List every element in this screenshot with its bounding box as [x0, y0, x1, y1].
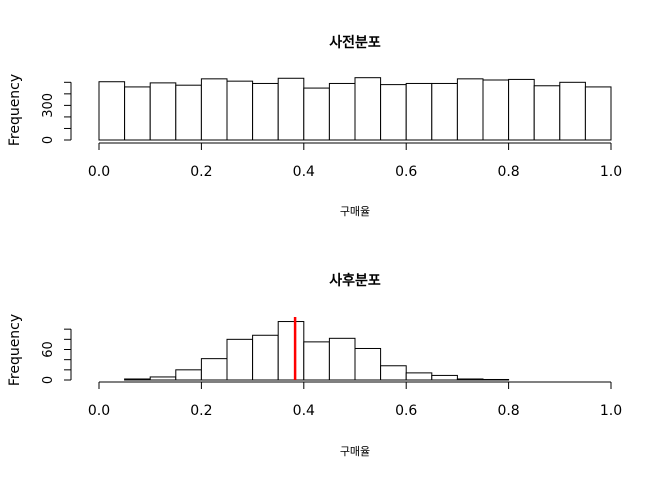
histogram-bar [200, 358, 228, 381]
x-tick-label: 0.6 [395, 403, 417, 419]
x-tick-label: 0.8 [497, 164, 519, 180]
x-tick-label: 0.2 [190, 403, 212, 419]
y-tick-label: 60 [41, 341, 56, 358]
histogram-bar [226, 80, 254, 141]
x-tick-label: 0.2 [190, 164, 212, 180]
histogram-bar [431, 374, 458, 381]
histogram-bar [380, 84, 407, 141]
y-tick-label: 0 [41, 376, 56, 384]
x-axis-label: 구매율 [340, 205, 370, 218]
histogram-bar [98, 81, 126, 141]
histogram-bar [303, 87, 330, 141]
y-tick-label: 300 [41, 93, 56, 118]
histogram-bar [482, 79, 510, 141]
x-tick-label: 0.0 [88, 403, 110, 419]
histogram-bar [175, 369, 202, 381]
x-tick-label: 1.0 [600, 164, 622, 180]
x-tick-label: 0.4 [293, 164, 315, 180]
histogram-bar [354, 77, 382, 141]
x-tick-label: 1.0 [600, 403, 622, 419]
histogram-bar [456, 378, 484, 381]
x-tick-label: 0.4 [293, 403, 315, 419]
histogram-bar [533, 85, 561, 141]
histogram-bar [508, 78, 535, 141]
y-tick-label: 0 [41, 136, 56, 144]
histogram-bar [328, 337, 356, 381]
histogram-bar [175, 84, 202, 141]
histogram-bar [252, 334, 279, 381]
histogram-bar [252, 82, 279, 141]
histogram-bar [559, 81, 586, 141]
histogram-bar [303, 341, 330, 381]
prior-histogram-panel: 사전분포 0.0 0.2 0.4 0.6 0.8 1.0 0 300 구매율 Frequency [7, 34, 622, 218]
histogram-bar [124, 86, 151, 141]
x-axis-label: 구매율 [340, 445, 370, 458]
histogram-bar [277, 321, 305, 381]
x-tick-label: 0.8 [497, 403, 519, 419]
histogram-bar [226, 338, 254, 381]
histogram-bar [456, 78, 484, 141]
chart-title: 사후분포 [329, 273, 381, 289]
histogram-bar [405, 372, 433, 381]
x-tick-label: 0.6 [395, 164, 417, 180]
posterior-histogram-panel: 사후분포 0.0 0.2 0.4 0.6 0.8 1.0 0 60 구매율 Frequency [7, 273, 622, 458]
histogram-bar [277, 77, 305, 141]
histogram-bar [482, 378, 510, 381]
histogram-bar [124, 378, 151, 381]
histogram-bar [149, 376, 177, 381]
histogram-bar [149, 82, 177, 141]
histogram-bar [328, 82, 356, 141]
histogram-bar [200, 78, 228, 141]
histogram-bar [584, 86, 612, 141]
histogram-bar [431, 82, 458, 141]
histogram-bar [354, 347, 382, 381]
y-axis-label: Frequency [7, 74, 23, 146]
chart-title: 사전분포 [329, 34, 381, 51]
histogram-bar [380, 365, 407, 381]
y-axis-label: Frequency [7, 314, 23, 386]
x-tick-label: 0.0 [88, 164, 110, 180]
histogram-bar [405, 82, 433, 141]
